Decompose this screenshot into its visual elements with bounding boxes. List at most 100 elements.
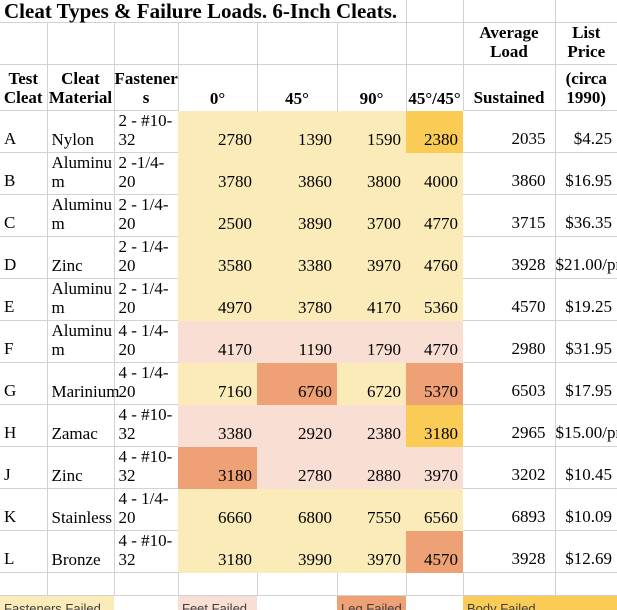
cell-material: Zinc xyxy=(46,236,114,279)
cell-test-cleat: A xyxy=(0,110,47,153)
table-foot: Fasteners Failed Feet Failed Leg Failed … xyxy=(0,572,617,610)
cell-load-45-45-deg: 4770 xyxy=(406,194,463,237)
table-row: K Stainless 4 - 1/4- 20 6660 6800 7550 6… xyxy=(0,488,617,531)
cell-load-45-deg: 3380 xyxy=(257,236,337,279)
cell-material: Aluminu m xyxy=(46,152,114,195)
table-head: Cleat Types & Failure Loads. 6-Inch Clea… xyxy=(0,0,617,111)
cell-load-45-45-deg: 6560 xyxy=(406,488,463,531)
cell-list-price: $19.25 xyxy=(554,278,617,321)
cell-load-90-deg: 3970 xyxy=(337,236,406,279)
cell-test-cleat: F xyxy=(0,320,47,363)
cell-load-90-deg: 3700 xyxy=(337,194,406,237)
table-row: H Zamac 4 - #10- 32 3380 2920 2380 3180 … xyxy=(0,404,617,447)
cell-test-cleat: J xyxy=(0,446,47,489)
cell-test-cleat: D xyxy=(0,236,47,279)
cell-average-load: 6503 xyxy=(463,362,555,405)
legend-body-failed: Body Failed xyxy=(463,595,617,610)
cell-list-price: $15.00/pr xyxy=(554,404,617,447)
cell-material: Aluminu m xyxy=(46,320,114,363)
header-45-45-deg: 45°/45° xyxy=(405,64,463,111)
cell-load-45-45-deg: 5370 xyxy=(406,362,463,405)
cell-material: Bronze xyxy=(46,530,114,573)
cell-fasteners: 2 - 1/4- 20 xyxy=(113,194,178,237)
cell-load-90-deg: 6720 xyxy=(337,362,406,405)
legend-feet-failed: Feet Failed xyxy=(178,595,257,610)
cell-load-45-45-deg: 3180 xyxy=(406,404,463,447)
cell-load-45-45-deg: 5360 xyxy=(406,278,463,321)
cell-load-0-deg: 3180 xyxy=(178,446,257,489)
cell-load-45-deg: 3990 xyxy=(257,530,337,573)
cell-material: Zamac xyxy=(46,404,114,447)
cell-load-45-deg: 6800 xyxy=(257,488,337,531)
header-circa-1990: (circa 1990) xyxy=(554,64,617,111)
cell-load-90-deg: 2880 xyxy=(337,446,406,489)
legend-row: Fasteners Failed Feet Failed Leg Failed … xyxy=(0,595,617,610)
cell-material: Marinium xyxy=(46,362,120,405)
header-0-deg: 0° xyxy=(177,64,257,111)
cell-material: Aluminu m xyxy=(46,194,114,237)
cell-fasteners: 4 - #10- 32 xyxy=(113,404,178,447)
cell-load-0-deg: 6660 xyxy=(178,488,257,531)
cell-load-45-deg: 2780 xyxy=(257,446,337,489)
cell-fasteners: 4 - #10- 32 xyxy=(113,530,178,573)
cell-average-load: 6893 xyxy=(463,488,555,531)
cell-test-cleat: E xyxy=(0,278,47,321)
cell-material: Nylon xyxy=(46,110,114,153)
cell-load-0-deg: 3180 xyxy=(178,530,257,573)
cell-fasteners: 2 -1/4- 20 xyxy=(113,152,178,195)
cell-load-45-deg: 3860 xyxy=(257,152,337,195)
header-list-price: List Price xyxy=(554,22,617,65)
cell-average-load: 3715 xyxy=(463,194,555,237)
cell-list-price: $17.95 xyxy=(554,362,617,405)
cell-load-45-deg: 2920 xyxy=(257,404,337,447)
cell-test-cleat: H xyxy=(0,404,47,447)
table-row: F Aluminu m 4 - 1/4- 20 4170 1190 1790 4… xyxy=(0,320,617,363)
cell-average-load: 3928 xyxy=(463,530,555,573)
cell-fasteners: 2 - 1/4- 20 xyxy=(113,278,178,321)
cell-load-45-deg: 3890 xyxy=(257,194,337,237)
table-title: Cleat Types & Failure Loads. 6-Inch Clea… xyxy=(0,0,406,23)
cell-load-45-deg: 1190 xyxy=(257,320,337,363)
cell-load-90-deg: 7550 xyxy=(337,488,406,531)
cell-average-load: 2965 xyxy=(463,404,555,447)
cell-load-90-deg: 1790 xyxy=(337,320,406,363)
title-spacer-cell xyxy=(554,0,617,23)
cell-fasteners: 4 - 1/4- 20 xyxy=(113,362,178,405)
cell-load-90-deg: 3800 xyxy=(337,152,406,195)
cell-test-cleat: K xyxy=(0,488,47,531)
cell-load-45-deg: 3780 xyxy=(257,278,337,321)
cell-load-90-deg: 3970 xyxy=(337,530,406,573)
cell-fasteners: 2 - #10- 32 xyxy=(113,110,178,153)
cell-load-0-deg: 4170 xyxy=(178,320,257,363)
cell-load-0-deg: 7160 xyxy=(178,362,257,405)
table-row: L Bronze 4 - #10- 32 3180 3990 3970 4570… xyxy=(0,530,617,573)
cell-load-45-deg: 6760 xyxy=(257,362,337,405)
cell-material: Stainless xyxy=(46,488,114,531)
cell-load-45-45-deg: 4570 xyxy=(406,530,463,573)
cell-test-cleat: L xyxy=(0,530,47,573)
legend-leg-failed: Leg Failed xyxy=(337,595,406,610)
title-row: Cleat Types & Failure Loads. 6-Inch Clea… xyxy=(0,0,617,23)
cell-test-cleat: B xyxy=(0,152,47,195)
cell-list-price: $10.09 xyxy=(554,488,617,531)
cell-average-load: 2980 xyxy=(463,320,555,363)
cell-fasteners: 2 - 1/4- 20 xyxy=(113,236,178,279)
cell-load-0-deg: 4970 xyxy=(178,278,257,321)
table-row: D Zinc 2 - 1/4- 20 3580 3380 3970 4760 3… xyxy=(0,236,617,279)
header-row-lower: Test Cleat Cleat Material Fastener s 0° … xyxy=(0,64,617,111)
cell-load-0-deg: 2500 xyxy=(178,194,257,237)
table-row: G Marinium 4 - 1/4- 20 7160 6760 6720 53… xyxy=(0,362,617,405)
cell-test-cleat: C xyxy=(0,194,47,237)
cell-list-price: $36.35 xyxy=(554,194,617,237)
table-row: A Nylon 2 - #10- 32 2780 1390 1590 2380 … xyxy=(0,110,617,153)
cell-test-cleat: G xyxy=(0,362,47,405)
header-90-deg: 90° xyxy=(336,64,406,111)
cell-load-45-45-deg: 3970 xyxy=(406,446,463,489)
cell-average-load: 3202 xyxy=(463,446,555,489)
header-45-deg: 45° xyxy=(256,64,337,111)
header-cleat-material: Cleat Material xyxy=(46,64,114,111)
cell-average-load: 3860 xyxy=(463,152,555,195)
cell-load-45-deg: 1390 xyxy=(257,110,337,153)
